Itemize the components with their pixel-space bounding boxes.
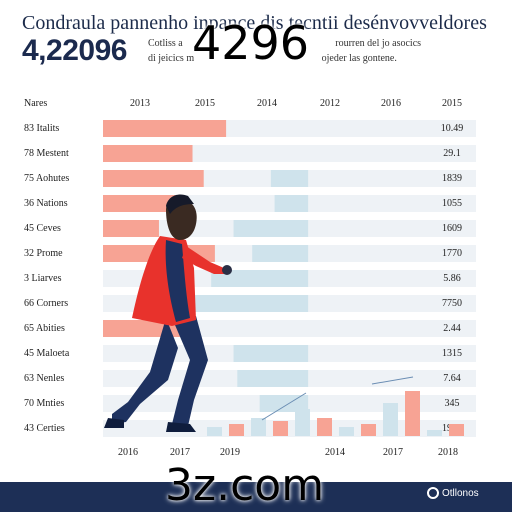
person-front-leg <box>172 316 208 426</box>
trend-line <box>261 392 307 421</box>
row-background <box>103 420 476 437</box>
category-label: 78 Mestent <box>24 148 69 159</box>
category-label: 3 Liarves <box>24 273 62 284</box>
row-value-label: 2.44 <box>443 323 461 334</box>
category-label: 65 Abities <box>24 323 65 334</box>
footer-logo-text: Otllonos <box>442 487 479 499</box>
top-axis-label: 2015 <box>195 98 215 109</box>
person-back-leg <box>112 318 178 424</box>
category-label: 63 Nenles <box>24 373 64 384</box>
subtitle-line-1: Cotliss a <box>148 38 183 49</box>
category-label: 43 Certies <box>24 423 65 434</box>
mini-bar <box>361 424 376 436</box>
row-background <box>103 145 476 162</box>
footer-logo: Otllonos <box>427 487 479 499</box>
category-label: 36 Nations <box>24 198 68 209</box>
data-bar <box>237 370 309 387</box>
data-bar <box>103 220 159 237</box>
mini-bar <box>273 421 288 436</box>
row-value-label: 29.1 <box>443 148 461 159</box>
mini-bar <box>251 418 266 436</box>
subtitle-right-1: rourren del jo asocics <box>335 38 422 49</box>
row-value-label: 10.49 <box>441 123 464 134</box>
row-value-label: 5.86 <box>443 273 461 284</box>
row-value-label: 1609 <box>442 223 462 234</box>
data-bar <box>103 195 182 212</box>
top-axis-label: 2015 <box>442 98 462 109</box>
data-bar <box>103 120 227 137</box>
bottom-axis-label: 2017 <box>383 447 403 458</box>
row-value-label: 1770 <box>442 248 462 259</box>
row-value-label: 1315 <box>442 348 462 359</box>
row-value-label: 1839 <box>442 173 462 184</box>
data-bar <box>233 220 309 237</box>
category-label: 70 Mnties <box>24 398 64 409</box>
bar-chart: Nares 2013 2015 2014 2012 2016 2015 83 Italits 1… <box>24 98 476 458</box>
data-bar <box>103 145 193 162</box>
mini-bar <box>449 424 464 436</box>
person-arm <box>182 246 226 274</box>
logo-icon <box>427 487 439 499</box>
mini-bar <box>339 427 354 436</box>
data-bar <box>211 270 309 287</box>
top-axis-label: 2012 <box>320 98 340 109</box>
top-axis-label: 2016 <box>381 98 401 109</box>
category-label: 83 Italits <box>24 123 59 134</box>
category-label: 45 Maloeta <box>24 348 70 359</box>
row-value-label: 7750 <box>442 298 462 309</box>
category-label: 45 Ceves <box>24 223 61 234</box>
watermark-top: 4296 <box>192 16 310 70</box>
data-bar <box>162 295 309 312</box>
watermark-bottom: 3z.com <box>165 460 325 511</box>
bottom-axis-label: 2016 <box>118 447 138 458</box>
mini-bar <box>295 409 310 436</box>
chart-subtitle: Cotliss a rourren del jo asocics di jeic… <box>148 36 438 66</box>
bottom-axis-label: 2014 <box>325 447 345 458</box>
data-bar <box>270 170 309 187</box>
chart-title: Condraula pannenho inpance dis tecntii d… <box>22 12 487 34</box>
bottom-axis-label: 2019 <box>220 447 240 458</box>
mini-bar <box>427 430 442 436</box>
top-axis-label: 2013 <box>130 98 150 109</box>
person-shirt <box>165 240 190 322</box>
subtitle-line-2: di jeicics m <box>148 53 195 64</box>
category-label: 32 Prome <box>24 248 63 259</box>
top-axis-label: 2014 <box>257 98 277 109</box>
person-hair <box>166 194 194 214</box>
data-bar <box>103 170 204 187</box>
person-front-shoe <box>166 422 196 432</box>
mini-bar <box>317 418 332 436</box>
data-bar <box>274 195 309 212</box>
headline-number: 4,22096 <box>22 34 127 67</box>
category-label: 75 Aohutes <box>24 173 69 184</box>
row-value-label: 1055 <box>442 198 462 209</box>
data-bar <box>252 245 309 262</box>
mini-bar <box>383 403 398 436</box>
row-value-label: 345 <box>445 398 460 409</box>
mini-bar <box>207 427 222 436</box>
bottom-axis-label: 2017 <box>170 447 190 458</box>
category-header: Nares <box>24 98 47 109</box>
category-label: 66 Corners <box>24 298 68 309</box>
person-back-shoe <box>104 418 124 428</box>
footer-bar <box>0 482 512 512</box>
mini-bar <box>229 424 244 436</box>
person-hand <box>222 265 232 275</box>
mini-bar <box>405 391 420 436</box>
bottom-axis-label: 2018 <box>438 447 458 458</box>
trend-line <box>371 376 414 385</box>
row-value-label: 7.64 <box>443 373 461 384</box>
subtitle-right-2: ojeder las gontene. <box>321 53 397 64</box>
data-bar <box>233 345 309 362</box>
